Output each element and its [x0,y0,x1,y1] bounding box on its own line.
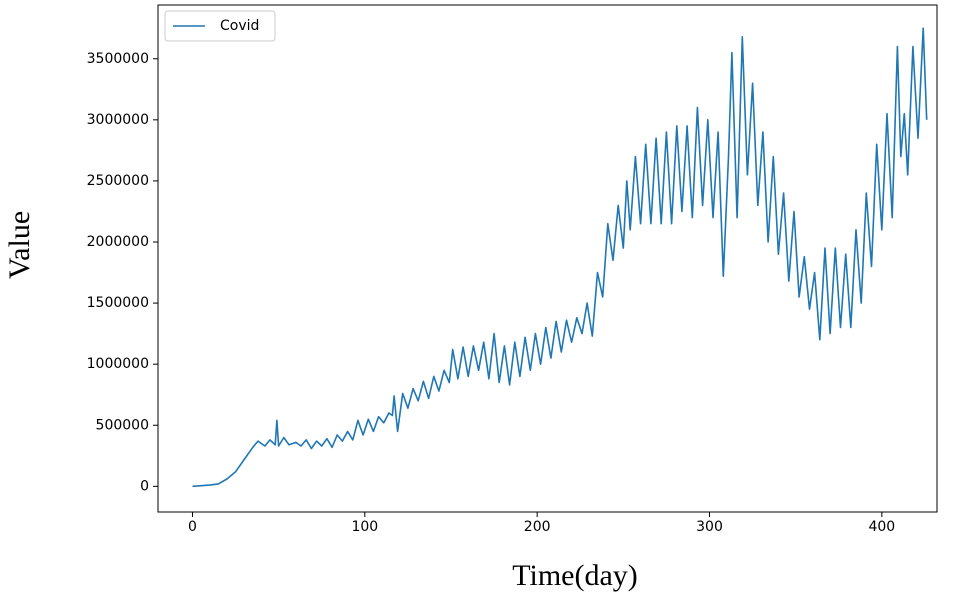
x-tick-label: 200 [524,519,551,535]
legend-box [164,10,276,42]
x-tick-label: 400 [868,519,895,535]
y-axis-label: Value [3,211,36,279]
y-tick-label: 3000000 [87,112,149,128]
x-tick-label: 0 [188,519,197,535]
y-tick-label: 500000 [96,417,149,433]
y-tick-label: 3500000 [87,51,149,67]
x-tick-label: 100 [351,519,378,535]
x-tick-label: 300 [696,519,723,535]
y-tick-label: 2000000 [87,234,149,250]
plot-frame [157,4,938,513]
y-tick-label: 1000000 [87,356,149,372]
y-tick-label: 1500000 [87,295,149,311]
y-tick-label: 2500000 [87,173,149,189]
data-line [192,27,928,488]
x-axis-label: Time(day) [512,559,638,592]
legend-label: Covid [220,18,259,34]
y-tick-label: 0 [140,478,149,494]
